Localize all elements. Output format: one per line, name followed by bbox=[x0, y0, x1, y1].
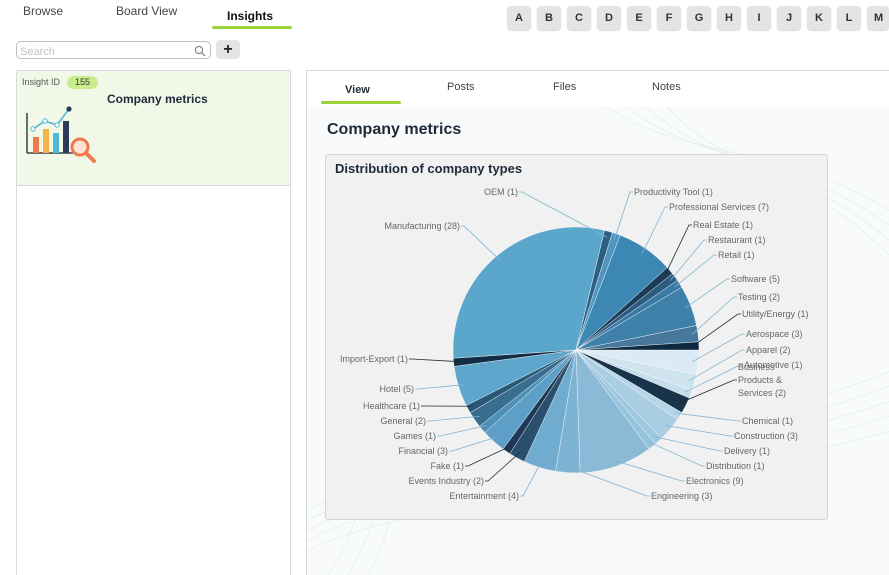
tab-insights[interactable]: Insights bbox=[227, 9, 274, 23]
slice-label: Manufacturing (28) bbox=[384, 221, 460, 231]
tab-files[interactable]: Files bbox=[553, 81, 577, 93]
slice-label: Productivity Tool (1) bbox=[634, 187, 713, 197]
leader-line bbox=[614, 460, 685, 482]
tab-view[interactable]: View bbox=[345, 84, 370, 96]
leader-line bbox=[427, 415, 480, 422]
pie-chart-card: Distribution of company types Aerospace … bbox=[325, 154, 828, 520]
leader-line bbox=[485, 452, 521, 482]
slice-label: Games (1) bbox=[393, 431, 436, 441]
insight-card-title: Company metrics bbox=[107, 92, 208, 106]
slice-label: Professional Services (7) bbox=[669, 202, 769, 212]
slice-label: OEM (1) bbox=[484, 187, 518, 197]
alpha-filter-j[interactable]: J bbox=[777, 6, 801, 30]
slice-label: Utility/Energy (1) bbox=[742, 309, 809, 319]
slice-label: Retail (1) bbox=[718, 250, 755, 260]
chart-title: Distribution of company types bbox=[335, 161, 523, 176]
leader-line bbox=[437, 425, 487, 437]
insight-id-label: Insight ID bbox=[22, 77, 61, 87]
search-icon[interactable] bbox=[194, 44, 206, 62]
insight-detail: View Posts Files Notes Company metrics D… bbox=[306, 70, 889, 575]
search-input[interactable] bbox=[17, 44, 187, 60]
leader-line bbox=[674, 412, 741, 422]
leader-line bbox=[520, 461, 542, 497]
slice-label: Construction (3) bbox=[734, 431, 798, 441]
leader-line bbox=[674, 254, 717, 288]
leader-line bbox=[692, 313, 741, 347]
slice-label: Events Industry (2) bbox=[408, 476, 484, 486]
leader-line bbox=[664, 224, 692, 275]
leader-line bbox=[665, 425, 733, 437]
slice-label: Electronics (9) bbox=[686, 476, 744, 486]
alpha-filter-m[interactable]: M bbox=[867, 6, 889, 30]
leader-line bbox=[568, 466, 650, 497]
slice-label: Distribution (1) bbox=[706, 461, 765, 471]
slice-label: Healthcare (1) bbox=[363, 401, 420, 411]
slice-label: Restaurant (1) bbox=[708, 235, 766, 245]
slice-label: Import-Export (1) bbox=[340, 354, 408, 364]
pie-slice-electronics[interactable] bbox=[575, 349, 650, 474]
alpha-filter-d[interactable]: D bbox=[597, 6, 621, 30]
alpha-filter-f[interactable]: F bbox=[657, 6, 681, 30]
pie-slice-manufacturing[interactable] bbox=[452, 226, 605, 359]
slice-label: Entertainment (4) bbox=[449, 491, 519, 501]
tab-notes[interactable]: Notes bbox=[652, 81, 681, 93]
leader-line bbox=[684, 278, 730, 309]
active-detail-tab-indicator bbox=[321, 101, 401, 104]
insight-id-badge: 155 bbox=[67, 76, 99, 89]
slice-label: Engineering (3) bbox=[651, 491, 713, 501]
active-tab-indicator bbox=[212, 26, 292, 29]
leader-line bbox=[688, 349, 745, 382]
slice-label: Aerospace (3) bbox=[746, 329, 803, 339]
leader-line bbox=[465, 446, 510, 467]
tab-board-view[interactable]: Board View bbox=[116, 4, 178, 18]
slice-label: Apparel (2) bbox=[746, 345, 791, 355]
leader-line bbox=[613, 191, 633, 240]
page-title: Company metrics bbox=[327, 121, 462, 138]
leader-line bbox=[685, 364, 743, 393]
tab-posts[interactable]: Posts bbox=[447, 81, 475, 93]
slice-label: Delivery (1) bbox=[724, 446, 770, 456]
alpha-filter-b[interactable]: B bbox=[537, 6, 561, 30]
leader-line bbox=[654, 436, 723, 452]
search-box bbox=[16, 41, 211, 62]
alpha-filter-e[interactable]: E bbox=[627, 6, 651, 30]
leader-line bbox=[641, 206, 668, 254]
slice-label: Financial (3) bbox=[398, 446, 448, 456]
leader-line bbox=[648, 441, 705, 467]
leader-line bbox=[692, 333, 745, 363]
detail-tabs: View Posts Files Notes bbox=[307, 71, 889, 107]
slice-label: General (2) bbox=[380, 416, 426, 426]
slice-label: Real Estate (1) bbox=[693, 220, 753, 230]
slice-label: Testing (2) bbox=[738, 292, 780, 302]
slice-label: Chemical (1) bbox=[742, 416, 793, 426]
insight-card[interactable]: Insight ID 155 Company metrics bbox=[17, 71, 290, 186]
alpha-filter-g[interactable]: G bbox=[687, 6, 711, 30]
alpha-filter-i[interactable]: I bbox=[747, 6, 771, 30]
alpha-filter-l[interactable]: L bbox=[837, 6, 861, 30]
leader-line bbox=[680, 379, 737, 404]
slice-label: Automotive (1) bbox=[744, 360, 803, 370]
leader-line bbox=[449, 436, 498, 452]
slice-label: Fake (1) bbox=[430, 461, 464, 471]
tab-browse[interactable]: Browse bbox=[23, 4, 64, 18]
alpha-filter-a[interactable]: A bbox=[507, 6, 531, 30]
alpha-filter-c[interactable]: C bbox=[567, 6, 591, 30]
pie-chart: Aerospace (3) Apparel (2) Automotive (1)Bu… bbox=[340, 187, 809, 501]
slice-label: Software (5) bbox=[731, 274, 780, 284]
alpha-filter-h[interactable]: H bbox=[717, 6, 741, 30]
leader-line bbox=[691, 296, 737, 335]
slice-label: Business Products & Services (2) bbox=[738, 362, 786, 398]
leader-line bbox=[415, 384, 465, 390]
leader-line bbox=[669, 239, 707, 281]
slice-label: Hotel (5) bbox=[379, 384, 414, 394]
insight-list: Insight ID 155 Company metrics bbox=[16, 70, 291, 575]
leader-line bbox=[409, 358, 460, 363]
top-nav: Browse Board View Insights A B C D E F G… bbox=[0, 0, 889, 34]
chart-magnifier-icon bbox=[25, 103, 99, 170]
leader-line bbox=[461, 225, 501, 261]
alpha-filter-k[interactable]: K bbox=[807, 6, 831, 30]
add-insight-button[interactable]: + bbox=[216, 40, 240, 59]
leader-line bbox=[519, 191, 608, 238]
